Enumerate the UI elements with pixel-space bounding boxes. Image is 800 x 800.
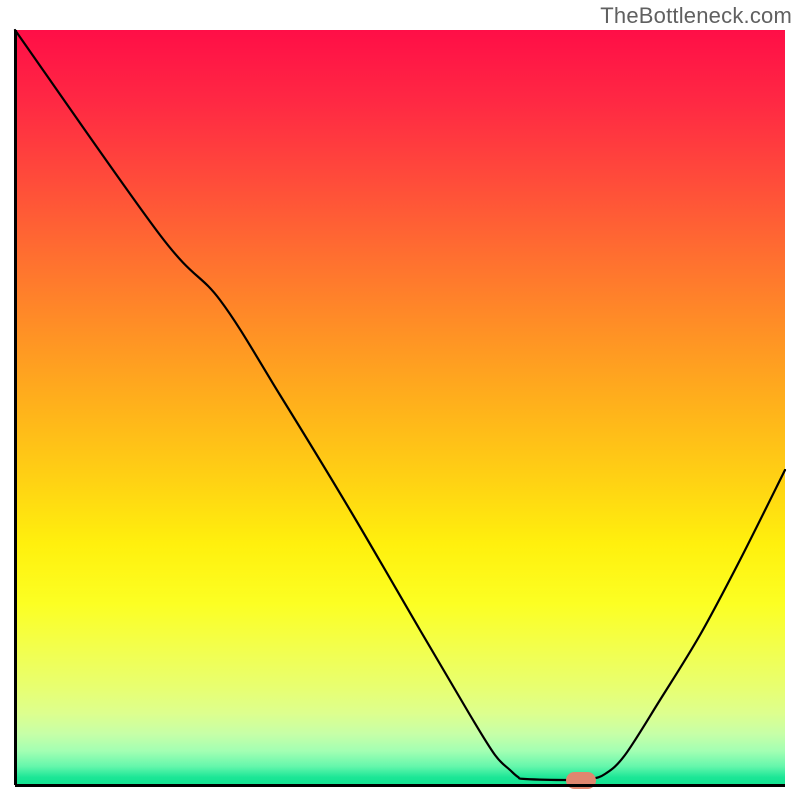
y-axis-line [14, 30, 17, 785]
bottleneck-curve [0, 0, 800, 800]
x-axis-line [15, 784, 785, 787]
curve-path [15, 30, 785, 780]
watermark-text: TheBottleneck.com [600, 3, 792, 29]
chart-container: TheBottleneck.com [0, 0, 800, 800]
